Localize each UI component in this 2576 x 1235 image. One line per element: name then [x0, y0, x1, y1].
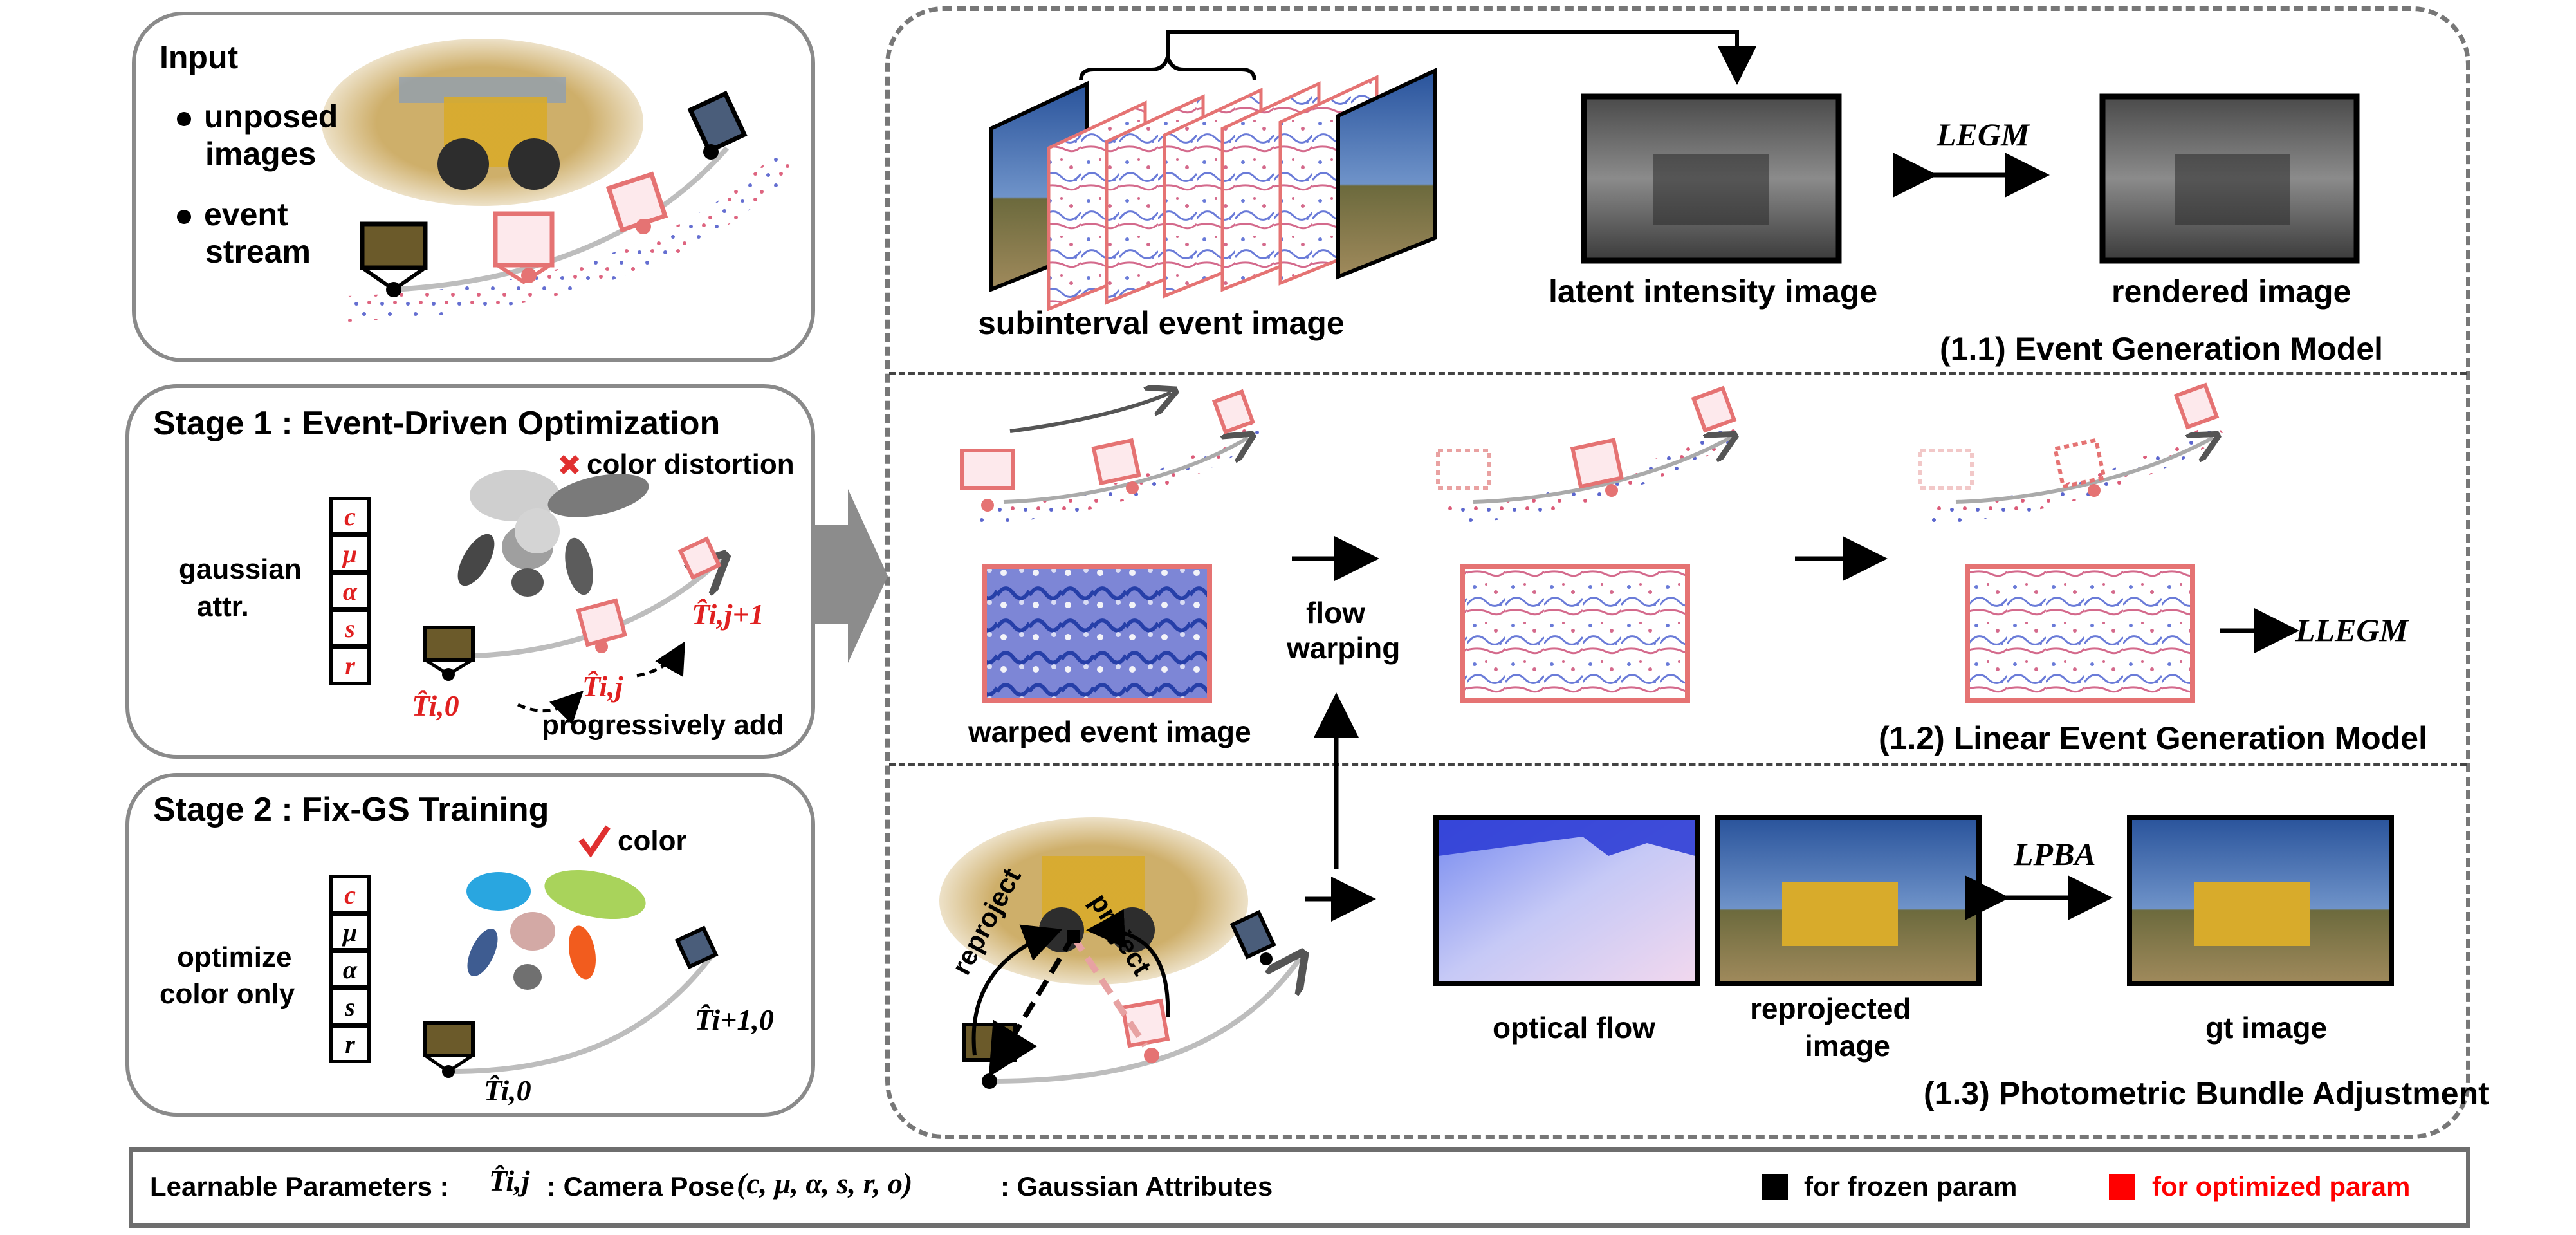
attr-alpha: α: [329, 571, 371, 610]
stage1-gaussians: [457, 470, 649, 597]
stage2-camera-black-2: [674, 925, 719, 970]
latent-label: latent intensity image: [1549, 274, 1878, 310]
llegm-loss: LLEGM: [2295, 612, 2408, 648]
stage1-pose-i0: T̂i,0: [412, 689, 459, 722]
legend-pose-symbol: T̂i,j: [489, 1164, 530, 1197]
color-distortion-label: color distortion: [587, 449, 795, 480]
bullet-2-line1: event: [204, 196, 288, 232]
rendered-label: rendered image: [2111, 274, 2351, 310]
legend-gaussian-attrs: : Gaussian Attributes: [1000, 1171, 1273, 1202]
gaussian-attr-label-1: gaussian: [179, 553, 302, 585]
warped-event-image-2: [1460, 564, 1690, 703]
stage2-camera-black: [423, 1021, 475, 1078]
section-divider-2: [889, 763, 2467, 766]
bullet-1-line1: unposed: [204, 98, 338, 135]
check-icon: [578, 825, 611, 858]
bullet-dot: [177, 111, 191, 126]
attr-alpha: α: [329, 950, 371, 989]
pba-trajectory: [990, 959, 1300, 1084]
attr-c: c: [329, 875, 371, 914]
input-bullet-2: event stream: [177, 196, 311, 270]
optimized-swatch: [2109, 1174, 2135, 1200]
stage-to-pipeline-arrow: [812, 489, 888, 663]
input-camera-red-2: [605, 171, 668, 234]
optimize-label-2: color only: [160, 978, 295, 1010]
legend-frozen: for frozen param: [1804, 1171, 2018, 1202]
project-line: [1070, 934, 1148, 1048]
section13-title: (1.3) Photometric Bundle Adjustment: [1924, 1075, 2489, 1111]
attr-r: r: [329, 646, 371, 685]
stage1-progress-arrow-2: [636, 641, 685, 678]
stage1-camera-black: [423, 626, 475, 681]
section12-title: (1.2) Linear Event Generation Model: [1879, 720, 2427, 756]
legend-learnable: Learnable Parameters :: [150, 1171, 449, 1202]
color-label: color: [618, 825, 687, 857]
attr-r: r: [329, 1025, 371, 1063]
event-stream: [347, 152, 795, 322]
stage1-pose-ij1: T̂i,j+1: [692, 598, 764, 631]
brace: [1079, 56, 1256, 81]
input-camera-black-2: [687, 90, 748, 160]
pipeline-panel: [885, 6, 2470, 1139]
section-divider-1: [889, 372, 2467, 375]
gaussian-attr-label-2: attr.: [197, 591, 249, 622]
stage1-attr-column: c μ α s r: [329, 497, 371, 690]
input-title: Input: [160, 39, 239, 75]
warped-event-image-1: [982, 564, 1212, 703]
bullet-2-line2: stream: [205, 234, 311, 270]
input-camera-black: [360, 221, 428, 297]
pba-camera-black-2: [1229, 909, 1276, 965]
reprojected-label-1: reprojected: [1750, 992, 1911, 1025]
flow-label-2: warping: [1287, 631, 1401, 665]
attr-c: c: [329, 497, 371, 535]
stage1-title: Stage 1 : Event-Driven Optimization: [153, 405, 721, 442]
legend-attr-tuple: (c, μ, α, s, r, o): [737, 1167, 913, 1200]
stage1-pose-ij: T̂i,j: [582, 670, 623, 703]
stage2-pose-i10: T̂i+1,0: [695, 1003, 774, 1036]
stage2-title: Stage 2 : Fix-GS Training: [153, 791, 549, 828]
bullet-1-line2: images: [205, 136, 317, 172]
bullet-dot: [177, 209, 191, 224]
subinterval-event-stack: [989, 68, 1437, 311]
progressively-add-label: progressively add: [542, 709, 784, 741]
gt-label: gt image: [2205, 1011, 2328, 1045]
lpba-loss: LPBA: [2014, 836, 2096, 872]
input-camera-red-1: [493, 211, 555, 284]
stage1-camera-red-1: [576, 598, 627, 653]
optimize-label-1: optimize: [177, 942, 292, 973]
stage2-attr-column: c μ α s r: [329, 875, 371, 1068]
legend-bar: [129, 1147, 2470, 1228]
optical-flow-label: optical flow: [1493, 1011, 1655, 1045]
pba-camera-red: [1120, 998, 1170, 1063]
frozen-swatch: [1762, 1174, 1788, 1200]
warped-event-image-3: [1965, 564, 2195, 703]
attr-s: s: [329, 609, 371, 647]
legend-optimized: for optimized param: [2152, 1171, 2411, 1202]
legm-loss: LEGM: [1937, 116, 2030, 153]
attr-s: s: [329, 987, 371, 1026]
motion-arrow: [1009, 393, 1171, 433]
stage2-trajectory: [450, 951, 717, 1074]
stage2-pose-i0: T̂i,0: [484, 1074, 531, 1107]
subinterval-label: subinterval event image: [978, 305, 1345, 341]
stage1-camera-red-2: [677, 536, 722, 580]
distortion-x-icon: [559, 454, 580, 475]
reprojected-label-2: image: [1805, 1029, 1890, 1063]
brace-to-latent-arrow: [1166, 30, 1756, 85]
warped-label: warped event image: [968, 715, 1251, 748]
section11-title: (1.1) Event Generation Model: [1940, 331, 2384, 367]
flow-label-1: flow: [1306, 596, 1365, 629]
input-bullet-1: unposed images: [177, 98, 338, 172]
legend-camera-pose: : Camera Pose: [547, 1171, 735, 1202]
stage1-progress-arrow-1: [517, 690, 584, 725]
attr-mu: μ: [329, 534, 371, 573]
attr-mu: μ: [329, 913, 371, 951]
input-trajectory: [392, 146, 730, 292]
stage2-gaussians: [466, 869, 646, 990]
